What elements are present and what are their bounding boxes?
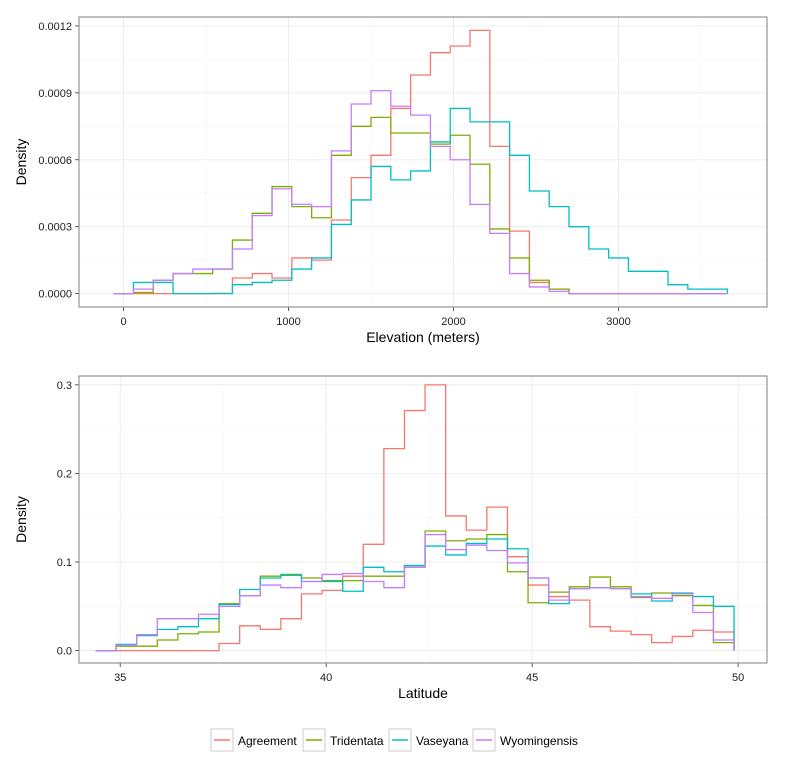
x-tick-label: 3000 <box>606 316 630 328</box>
legend-label: Agreement <box>238 734 297 748</box>
legend-label: Vaseyana <box>416 734 469 748</box>
legend-item-tridentata: Tridentata <box>302 728 384 752</box>
y-tick-label: 0.0012 <box>38 21 72 33</box>
plot-background <box>79 17 767 307</box>
x-axis-title: Elevation (meters) <box>366 329 480 345</box>
panel-border <box>78 375 768 664</box>
y-tick-label: 0.3 <box>57 380 72 392</box>
y-tick-label: 0.0000 <box>38 289 72 301</box>
legend-label: Tridentata <box>330 734 384 748</box>
x-axis-title: Latitude <box>398 685 448 701</box>
series-wyomingensis <box>113 89 728 295</box>
x-tick-label: 2000 <box>441 316 465 328</box>
series-tridentata <box>95 530 735 652</box>
latitude-histogram: 35 40 45 50 0.0 0.1 0.2 0.3 Latitude Density <box>13 375 768 701</box>
y-tick-label: 0.2 <box>57 468 72 480</box>
y-tick-label: 0.1 <box>57 557 72 569</box>
y-tick-label: 0.0 <box>57 646 72 658</box>
y-tick-label: 0.0006 <box>38 155 72 167</box>
plot-background <box>79 376 767 663</box>
legend-item-vaseyana: Vaseyana <box>388 728 469 752</box>
elevation-histogram: 0 1000 2000 3000 0.0000 0.0003 0.0006 0.0009 0.0… <box>13 16 768 345</box>
legend: Agreement Tridentata Vaseyana Wyomingensis <box>210 728 578 752</box>
legend-label: Wyomingensis <box>500 734 578 748</box>
y-tick-label: 0.0009 <box>38 88 72 100</box>
y-tick-label: 0.0003 <box>38 222 72 234</box>
y-axis-title: Density <box>13 496 29 543</box>
x-tick-label: 50 <box>732 672 744 684</box>
series-wyomingensis <box>95 533 735 652</box>
legend-item-agreement: Agreement <box>210 728 297 752</box>
series-agreement <box>95 384 735 652</box>
legend-item-wyomingensis: Wyomingensis <box>472 728 578 752</box>
y-axis-title: Density <box>13 139 29 186</box>
panel-border <box>78 16 768 308</box>
x-tick-label: 0 <box>120 316 126 328</box>
series-tridentata <box>113 116 728 295</box>
x-tick-label: 1000 <box>276 316 300 328</box>
series-vaseyana <box>113 107 729 295</box>
x-tick-label: 45 <box>526 672 538 684</box>
x-tick-label: 40 <box>320 672 332 684</box>
x-tick-label: 35 <box>114 672 126 684</box>
